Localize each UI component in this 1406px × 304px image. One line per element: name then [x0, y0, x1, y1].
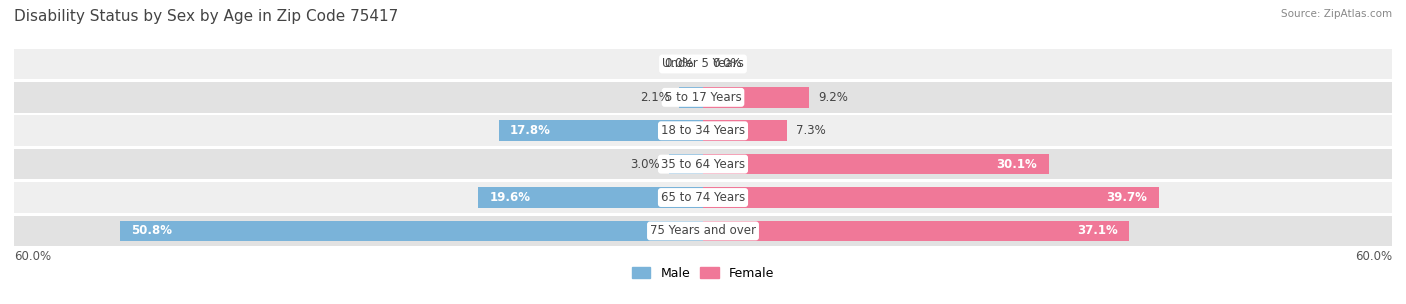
Bar	[14, 49, 1392, 79]
Text: 65 to 74 Years: 65 to 74 Years	[661, 191, 745, 204]
Bar	[703, 154, 1049, 174]
Text: 0.0%: 0.0%	[664, 57, 693, 71]
Text: Source: ZipAtlas.com: Source: ZipAtlas.com	[1281, 9, 1392, 19]
Bar	[703, 120, 787, 141]
Text: 60.0%: 60.0%	[1355, 250, 1392, 263]
Text: Disability Status by Sex by Age in Zip Code 75417: Disability Status by Sex by Age in Zip C…	[14, 9, 398, 24]
Text: 5 to 17 Years: 5 to 17 Years	[665, 91, 741, 104]
Bar	[14, 216, 1392, 246]
Text: 60.0%: 60.0%	[14, 250, 51, 263]
Text: 19.6%: 19.6%	[489, 191, 530, 204]
Text: 75 Years and over: 75 Years and over	[650, 224, 756, 237]
Text: 30.1%: 30.1%	[997, 158, 1038, 171]
Text: 7.3%: 7.3%	[796, 124, 825, 137]
Bar	[499, 120, 703, 141]
Text: 17.8%: 17.8%	[510, 124, 551, 137]
Bar	[703, 87, 808, 108]
Bar	[14, 116, 1392, 146]
Bar	[14, 149, 1392, 179]
Text: Under 5 Years: Under 5 Years	[662, 57, 744, 71]
Bar	[478, 187, 703, 208]
Bar	[669, 154, 703, 174]
Bar	[703, 221, 1129, 241]
Legend: Male, Female: Male, Female	[631, 267, 775, 280]
Text: 9.2%: 9.2%	[818, 91, 848, 104]
Text: 0.0%: 0.0%	[713, 57, 742, 71]
Bar	[14, 82, 1392, 113]
Text: 35 to 64 Years: 35 to 64 Years	[661, 158, 745, 171]
Bar	[14, 182, 1392, 213]
Bar	[703, 187, 1159, 208]
Text: 39.7%: 39.7%	[1107, 191, 1147, 204]
Bar	[679, 87, 703, 108]
Text: 50.8%: 50.8%	[131, 224, 172, 237]
Bar	[120, 221, 703, 241]
Text: 37.1%: 37.1%	[1077, 224, 1118, 237]
Text: 2.1%: 2.1%	[640, 91, 669, 104]
Text: 18 to 34 Years: 18 to 34 Years	[661, 124, 745, 137]
Text: 3.0%: 3.0%	[630, 158, 659, 171]
